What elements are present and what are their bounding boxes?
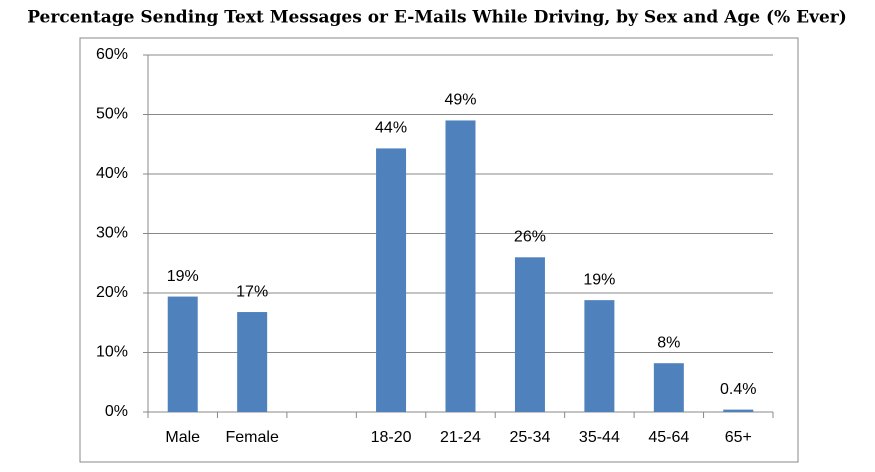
x-tick-label: 35-44	[579, 429, 620, 446]
bar	[584, 300, 615, 412]
bar	[653, 363, 684, 412]
data-label: 26%	[514, 229, 546, 246]
bar	[167, 296, 198, 412]
x-tick-label: 65+	[725, 429, 752, 446]
y-tick-label: 30%	[96, 225, 128, 242]
data-label: 8%	[657, 334, 680, 351]
data-label: 19%	[167, 268, 199, 285]
x-tick-label: Male	[165, 429, 200, 446]
x-tick-label: 25-34	[509, 429, 550, 446]
y-tick-label: 60%	[96, 46, 128, 63]
bar	[445, 120, 476, 412]
y-tick-label: 50%	[96, 106, 128, 123]
bar	[376, 148, 407, 413]
data-label: 49%	[444, 92, 476, 109]
data-label: 17%	[236, 283, 268, 300]
data-label: 44%	[375, 120, 407, 137]
x-tick-label: 45-64	[648, 429, 689, 446]
chart-title: Percentage Sending Text Messages or E-Ma…	[27, 8, 847, 28]
y-tick-label: 10%	[96, 344, 128, 361]
x-tick-label: 21-24	[440, 429, 481, 446]
bar	[514, 257, 545, 412]
bar	[723, 409, 754, 412]
x-tick-label: 18-20	[371, 429, 412, 446]
bar	[237, 312, 268, 412]
data-label: 19%	[583, 271, 615, 288]
data-label: 0.4%	[720, 381, 756, 398]
y-tick-label: 0%	[105, 403, 128, 420]
y-tick-label: 20%	[96, 284, 128, 301]
x-tick-label: Female	[225, 429, 278, 446]
y-tick-label: 40%	[96, 165, 128, 182]
